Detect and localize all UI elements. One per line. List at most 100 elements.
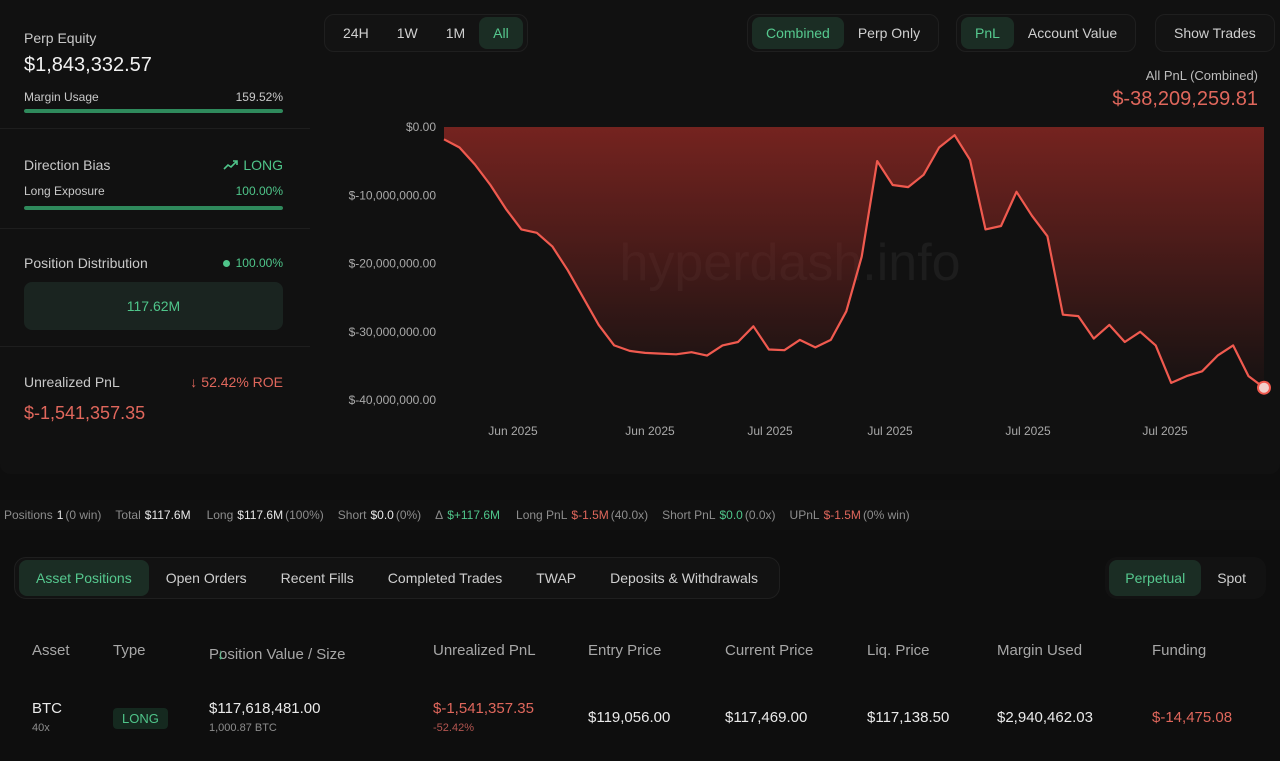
perpetual-button[interactable]: Perpetual <box>1109 560 1202 596</box>
margin-usage-fill <box>24 109 283 113</box>
stat-short-pnl: Short PnL $0.0 (0.0x) <box>662 508 775 522</box>
stat-long-label: Long <box>206 508 234 522</box>
perp-equity-label: Perp Equity <box>24 30 97 46</box>
combined-button[interactable]: Combined <box>752 17 844 49</box>
col-position-value-label: Position Value / Size <box>209 646 346 663</box>
show-trades-button[interactable]: Show Trades <box>1174 25 1256 41</box>
timeframe-1m-button[interactable]: 1M <box>445 25 466 41</box>
x-tick-label: Jun 2025 <box>488 424 538 438</box>
y-tick-label: $-30,000,000.00 <box>349 325 437 339</box>
trend-up-icon <box>223 160 239 170</box>
tab-open-orders[interactable]: Open Orders <box>165 570 247 586</box>
tab-asset-positions[interactable]: Asset Positions <box>19 560 149 596</box>
position-distribution-bar[interactable]: 117.62M <box>24 282 283 330</box>
stat-upnl: UPnL $-1.5M (0% win) <box>790 508 910 522</box>
type-badge: LONG <box>113 708 168 729</box>
stat-delta-label: Δ <box>435 508 444 522</box>
tab-recent-fills[interactable]: Recent Fills <box>280 570 354 586</box>
x-tick-label: Jul 2025 <box>1005 424 1051 438</box>
timeframe-all-button[interactable]: All <box>479 17 523 49</box>
market-selector: Perpetual Spot <box>1105 557 1266 599</box>
pnl-line <box>443 134 1265 389</box>
perp-only-button[interactable]: Perp Only <box>857 25 921 41</box>
tab-deposits-withdrawals[interactable]: Deposits & Withdrawals <box>610 570 758 586</box>
stat-delta-value: $+117.6M <box>447 508 501 522</box>
account-summary: Perp Equity $1,843,332.57 Margin Usage 1… <box>0 0 310 474</box>
margin-usage-row: Margin Usage 159.52% <box>24 90 283 104</box>
perp-equity-value: $1,843,332.57 <box>24 54 152 76</box>
chart-header-label: All PnL (Combined) <box>1145 68 1258 83</box>
long-exposure-label: Long Exposure <box>24 184 105 198</box>
stat-upnl-value: $-1.5M <box>823 508 861 522</box>
stat-positions: Positions 1 (0 win) <box>4 508 101 522</box>
long-exposure-fill <box>24 206 283 210</box>
timeframe-1w-button[interactable]: 1W <box>396 25 418 41</box>
col-entry-price[interactable]: Entry Price <box>588 642 662 659</box>
positions-tabs: Asset Positions Open Orders Recent Fills… <box>14 557 780 599</box>
stat-long-pnl: Long PnL $-1.5M (40.0x) <box>516 508 648 522</box>
x-tick-label: Jul 2025 <box>867 424 913 438</box>
stat-short-pnl-note: (0.0x) <box>744 508 776 522</box>
row-asset: BTC <box>32 700 62 717</box>
direction-bias-value: LONG <box>223 157 283 173</box>
timeframe-24h-button[interactable]: 24H <box>343 25 369 41</box>
stat-long-pnl-value: $-1.5M <box>571 508 609 522</box>
margin-usage-bar <box>24 109 283 113</box>
row-position-value: $117,618,481.00 <box>209 700 321 717</box>
x-tick-label: Jul 2025 <box>1142 424 1188 438</box>
pnl-chart[interactable]: $0.00 $-10,000,000.00 $-20,000,000.00 $-30,… <box>320 110 1280 450</box>
stat-short-pnl-label: Short PnL <box>662 508 716 522</box>
stat-short-value: $0.0 <box>370 508 394 522</box>
pnl-button[interactable]: PnL <box>961 17 1014 49</box>
stat-positions-label: Positions <box>4 508 53 522</box>
col-type[interactable]: Type <box>113 642 146 659</box>
col-liq-price[interactable]: Liq. Price <box>867 642 930 659</box>
unrealized-roe: ↓ 52.42% ROE <box>190 374 283 390</box>
col-funding[interactable]: Funding <box>1152 642 1207 659</box>
stat-long-pnl-note: (40.0x) <box>610 508 649 522</box>
row-position-size: 1,000.87 BTC <box>209 722 277 734</box>
row-unrealized-pct: -52.42% <box>433 722 474 734</box>
stat-upnl-label: UPnL <box>789 508 820 522</box>
tab-twap[interactable]: TWAP <box>536 570 577 586</box>
stat-total: Total $117.6M <box>115 508 192 522</box>
row-margin-used: $2,940,462.03 <box>997 709 1093 726</box>
col-margin-used[interactable]: Margin Used <box>997 642 1083 659</box>
status-dot-icon <box>222 260 230 268</box>
timeframe-selector: 24H 1W 1M All <box>324 14 528 52</box>
col-unrealized-pnl[interactable]: Unrealized PnL <box>433 642 536 659</box>
spot-button[interactable]: Spot <box>1217 570 1246 586</box>
pnl-area <box>444 127 1264 388</box>
stat-long-value: $117.6M <box>237 508 284 522</box>
x-tick-label: Jun 2025 <box>625 424 675 438</box>
row-funding: $-14,475.08 <box>1152 709 1233 726</box>
divider <box>0 346 310 347</box>
account-value-button[interactable]: Account Value <box>1027 25 1118 41</box>
stat-positions-note: (0 win) <box>65 508 102 522</box>
tab-completed-trades[interactable]: Completed Trades <box>387 570 503 586</box>
unrealized-pnl-row: Unrealized PnL ↓ 52.42% ROE <box>24 374 283 390</box>
col-asset[interactable]: Asset <box>32 642 70 659</box>
positions-stats-strip: Positions 1 (0 win) Total $117.6M Long $117.… <box>0 500 1280 530</box>
col-current-price[interactable]: Current Price <box>725 642 814 659</box>
stat-positions-value: 1 <box>56 508 64 522</box>
row-unrealized-pnl: $-1,541,357.35 <box>433 700 534 717</box>
row-current-price: $117,469.00 <box>725 709 808 726</box>
margin-usage-label: Margin Usage <box>24 90 99 104</box>
stat-total-label: Total <box>115 508 141 522</box>
stat-long-pnl-label: Long PnL <box>516 508 568 522</box>
stat-long-note: (100%) <box>285 508 324 522</box>
position-distribution-pct: 100.00% <box>235 256 283 270</box>
pnl-end-point <box>1257 380 1271 395</box>
y-tick-label: $0.00 <box>406 120 436 134</box>
table-row[interactable]: BTC 40x LONG $117,618,481.00 1,000.87 BT… <box>0 688 1280 748</box>
stat-short-pnl-value: $0.0 <box>719 508 743 522</box>
y-tick-label: $-10,000,000.00 <box>349 188 437 202</box>
stat-short-note: (0%) <box>395 508 422 522</box>
arrow-down-icon: ↓ <box>190 374 198 390</box>
unrealized-pnl-value: $-1,541,357.35 <box>24 403 146 423</box>
divider <box>0 128 310 129</box>
y-tick-label: $-20,000,000.00 <box>349 257 437 271</box>
stat-short-label: Short <box>337 508 367 522</box>
